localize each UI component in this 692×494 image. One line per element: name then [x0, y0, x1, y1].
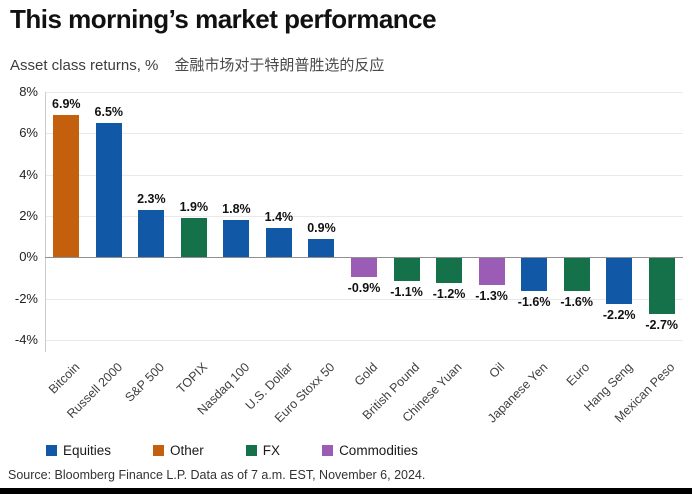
bar-value-gold: -0.9% — [347, 280, 381, 295]
legend-item-equities: Equities — [46, 443, 111, 458]
source-note: Source: Bloomberg Finance L.P. Data as o… — [8, 468, 426, 482]
bar-nasdaq-100 — [223, 220, 250, 258]
bar-euro-stoxx-50 — [308, 238, 335, 258]
bar-value-s-p-500: 2.3% — [137, 191, 166, 206]
bar-value-hang-seng: -2.2% — [602, 307, 636, 322]
gridline-8% — [45, 92, 683, 93]
x-axis-label-topix: TOPIX — [173, 360, 210, 397]
bar-value-british-pound: -1.1% — [390, 285, 423, 300]
gridline--4% — [45, 340, 683, 341]
page-title: This morning’s market performance — [10, 4, 437, 34]
subtitle-chinese-annotation: 金融市场对于特朗普胜选的反应 — [174, 57, 385, 74]
bar-value-topix: 1.9% — [179, 200, 209, 215]
x-axis-label-oil: Oil — [486, 360, 508, 381]
y-tick-label: 0% — [19, 249, 38, 265]
y-tick-label: 6% — [19, 125, 38, 141]
bar-hang-seng — [606, 258, 633, 304]
bar-topix — [180, 218, 207, 258]
legend-swatch-other — [153, 445, 165, 456]
gridline-6% — [45, 133, 683, 135]
x-axis-label-gold: Gold — [351, 360, 380, 389]
bottom-black-bar — [0, 488, 692, 494]
legend-item-other: Other — [153, 443, 204, 458]
y-axis-line — [45, 92, 46, 352]
bar-value-euro: -1.6% — [560, 295, 593, 310]
legend-label-equities: Equities — [63, 443, 112, 458]
subtitle-axis-units: Asset class returns, % — [10, 57, 159, 74]
legend-item-fx: FX — [245, 443, 281, 458]
bar-u-s-dollar — [265, 228, 292, 258]
legend-label-other: Other — [170, 443, 204, 458]
bar-value-russell-2000: 6.5% — [94, 105, 124, 119]
bar-value-u-s-dollar: 1.4% — [264, 210, 294, 225]
y-tick-label: 8% — [19, 84, 38, 99]
legend-item-commodities: Commodities — [322, 443, 418, 458]
legend-swatch-equities — [46, 445, 57, 456]
bar-value-bitcoin: 6.9% — [52, 96, 81, 111]
y-tick-label: -2% — [14, 290, 38, 306]
x-axis-label-euro: Euro — [563, 360, 593, 389]
bar-value-japanese-yen: -1.6% — [517, 295, 551, 310]
bar-value-chinese-yuan: -1.2% — [432, 287, 466, 302]
x-axis-label-bitcoin: Bitcoin — [45, 360, 83, 397]
y-tick-label: -4% — [14, 332, 38, 347]
legend-swatch-commodities — [322, 445, 334, 456]
chart-legend: Equities Other FX Commodities — [46, 443, 418, 458]
bar-value-euro-stoxx-50: 0.9% — [307, 220, 336, 235]
bar-value-nasdaq-100: 1.8% — [222, 202, 251, 217]
gridline-2% — [45, 216, 683, 217]
gridline-4% — [45, 174, 683, 176]
bar-gold — [351, 258, 377, 277]
bar-mexican-peso — [648, 258, 675, 315]
bar-oil — [478, 258, 505, 286]
y-tick-label: 4% — [19, 166, 38, 182]
bar-russell-2000 — [95, 123, 122, 258]
subtitle: Asset class returns, % 金融市场对于特朗普胜选的反应 — [10, 54, 384, 75]
bar-value-mexican-peso: -2.7% — [645, 318, 679, 333]
bar-japanese-yen — [521, 258, 548, 292]
bar-s-p-500 — [138, 209, 165, 258]
bar-chinese-yuan — [436, 258, 463, 284]
legend-swatch-fx — [245, 445, 257, 456]
bar-euro — [563, 258, 590, 292]
bar-value-oil: -1.3% — [475, 289, 508, 304]
x-axis-label-s-p-500: S&P 500 — [122, 360, 168, 405]
bar-bitcoin — [53, 114, 80, 258]
y-tick-label: 2% — [19, 208, 38, 223]
legend-label-commodities: Commodities — [339, 443, 418, 458]
bar-british-pound — [393, 258, 420, 282]
legend-label-fx: FX — [262, 443, 281, 458]
gridline--2% — [45, 298, 683, 300]
zero-gridline — [45, 257, 683, 259]
